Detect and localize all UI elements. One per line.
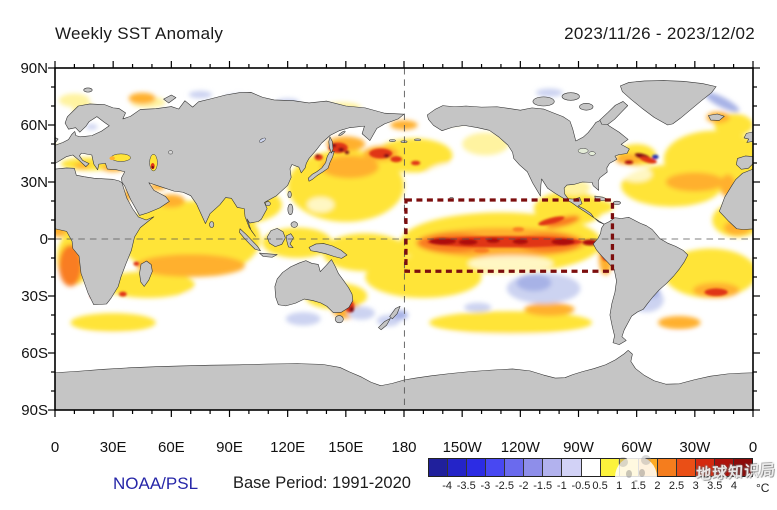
lon-tick-label: 120W (500, 439, 540, 456)
colorbar-cell (466, 459, 486, 476)
lon-tick-label: 0 (748, 439, 758, 456)
land-aleutians-3 (414, 138, 421, 142)
colorbar-tick-label: 3.5 (707, 480, 723, 492)
colorbar-tick-label: 2.5 (668, 480, 685, 492)
lon-tick-label: 60W (621, 439, 653, 456)
colorbar-tick-label: 1 (616, 480, 623, 492)
lat-tick-label: 90S (21, 402, 48, 419)
lon-tick-label: 0 (50, 439, 60, 456)
land-luzon (287, 203, 294, 215)
land-victoria-island (532, 96, 555, 107)
page-title: Weekly SST Anomaly (55, 24, 224, 43)
lon-tick-label: 120E (270, 439, 306, 456)
colorbar-cell (561, 459, 581, 476)
aral-sea (168, 150, 173, 155)
lon-tick-label: 180 (391, 439, 417, 456)
colorbar-tick-label: -4 (442, 480, 452, 492)
lon-tick-label: 30E (99, 439, 127, 456)
black-sea-warm-spot (109, 156, 115, 161)
colorbar-tick-label: 0.5 (592, 480, 608, 492)
colorbar-tick-label: 3 (692, 480, 699, 492)
lon-tick-label: 30W (679, 439, 711, 456)
colorbar-tick-label: -0.5 (571, 480, 591, 492)
lon-tick-label: 90W (563, 439, 594, 456)
colorbar-tick-label: -2.5 (494, 480, 514, 492)
lon-tick-label: 150W (442, 439, 482, 456)
date-range: 2023/11/26 - 2023/12/02 (564, 24, 755, 43)
base-period-label: Base Period: 1991-2020 (233, 474, 411, 492)
world-map (55, 68, 753, 410)
colorbar-cell (694, 459, 714, 476)
great-lakes (577, 148, 589, 154)
source-label: NOAA/PSL (113, 474, 199, 493)
land-mindanao (290, 221, 298, 228)
colorbar-cell (523, 459, 543, 476)
lon-tick-label: 60E (157, 439, 185, 456)
colorbar-cell (733, 459, 753, 476)
land-svalbard (83, 87, 93, 93)
great-lakes-east (588, 151, 596, 156)
colorbar-unit: °C (756, 481, 770, 495)
caspian-hot-spot (151, 166, 154, 169)
lat-tick-label: 90N (20, 60, 48, 77)
colorbar-tick-label: -3.5 (456, 480, 476, 492)
lat-tick-label: 30S (21, 288, 48, 305)
lon-tick-label: 90E (216, 439, 243, 456)
colorbar-cell (675, 459, 695, 476)
colorbar-cell (656, 459, 676, 476)
lat-tick-label: 60N (20, 117, 48, 134)
lat-tick-label: 30N (20, 174, 48, 191)
watermark-panda-logo (615, 455, 657, 498)
lat-tick-label: 0 (39, 231, 48, 248)
land-hispaniola (612, 200, 621, 205)
land-arctic-island (561, 92, 580, 101)
colorbar-cell (504, 459, 524, 476)
land-arctic-island-2 (579, 103, 594, 111)
land-taiwan (287, 191, 292, 199)
land-sri-lanka (209, 221, 215, 228)
land-tasmania (334, 315, 344, 324)
colorbar-tick-label: -2 (518, 480, 529, 492)
colorbar-cell (485, 459, 505, 476)
colorbar-cell (599, 459, 619, 476)
colorbar-tick-label: -1.5 (533, 480, 553, 492)
land-hainan (265, 201, 271, 207)
lat-tick-label: 60S (21, 345, 48, 362)
colorbar-tick-label: -3 (480, 480, 491, 492)
lon-tick-label: 150E (328, 439, 364, 456)
colorbar-tick-label: 1.5 (630, 480, 646, 492)
colorbar-tick-label: -1 (556, 480, 567, 492)
colorbar-cell (447, 459, 467, 476)
colorbar-cell (429, 459, 448, 476)
land-aleutians-1 (388, 139, 396, 142)
colorbar-cell (542, 459, 562, 476)
colorbar-cell (580, 459, 600, 476)
colorbar-tick-label: 2 (654, 480, 661, 492)
colorbar-cell (713, 459, 733, 476)
colorbar-tick-label: 4 (730, 480, 737, 492)
